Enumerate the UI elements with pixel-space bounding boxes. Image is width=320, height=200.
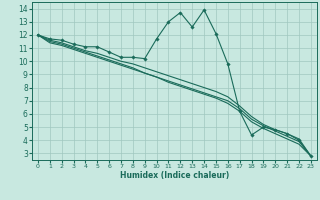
X-axis label: Humidex (Indice chaleur): Humidex (Indice chaleur) <box>120 171 229 180</box>
